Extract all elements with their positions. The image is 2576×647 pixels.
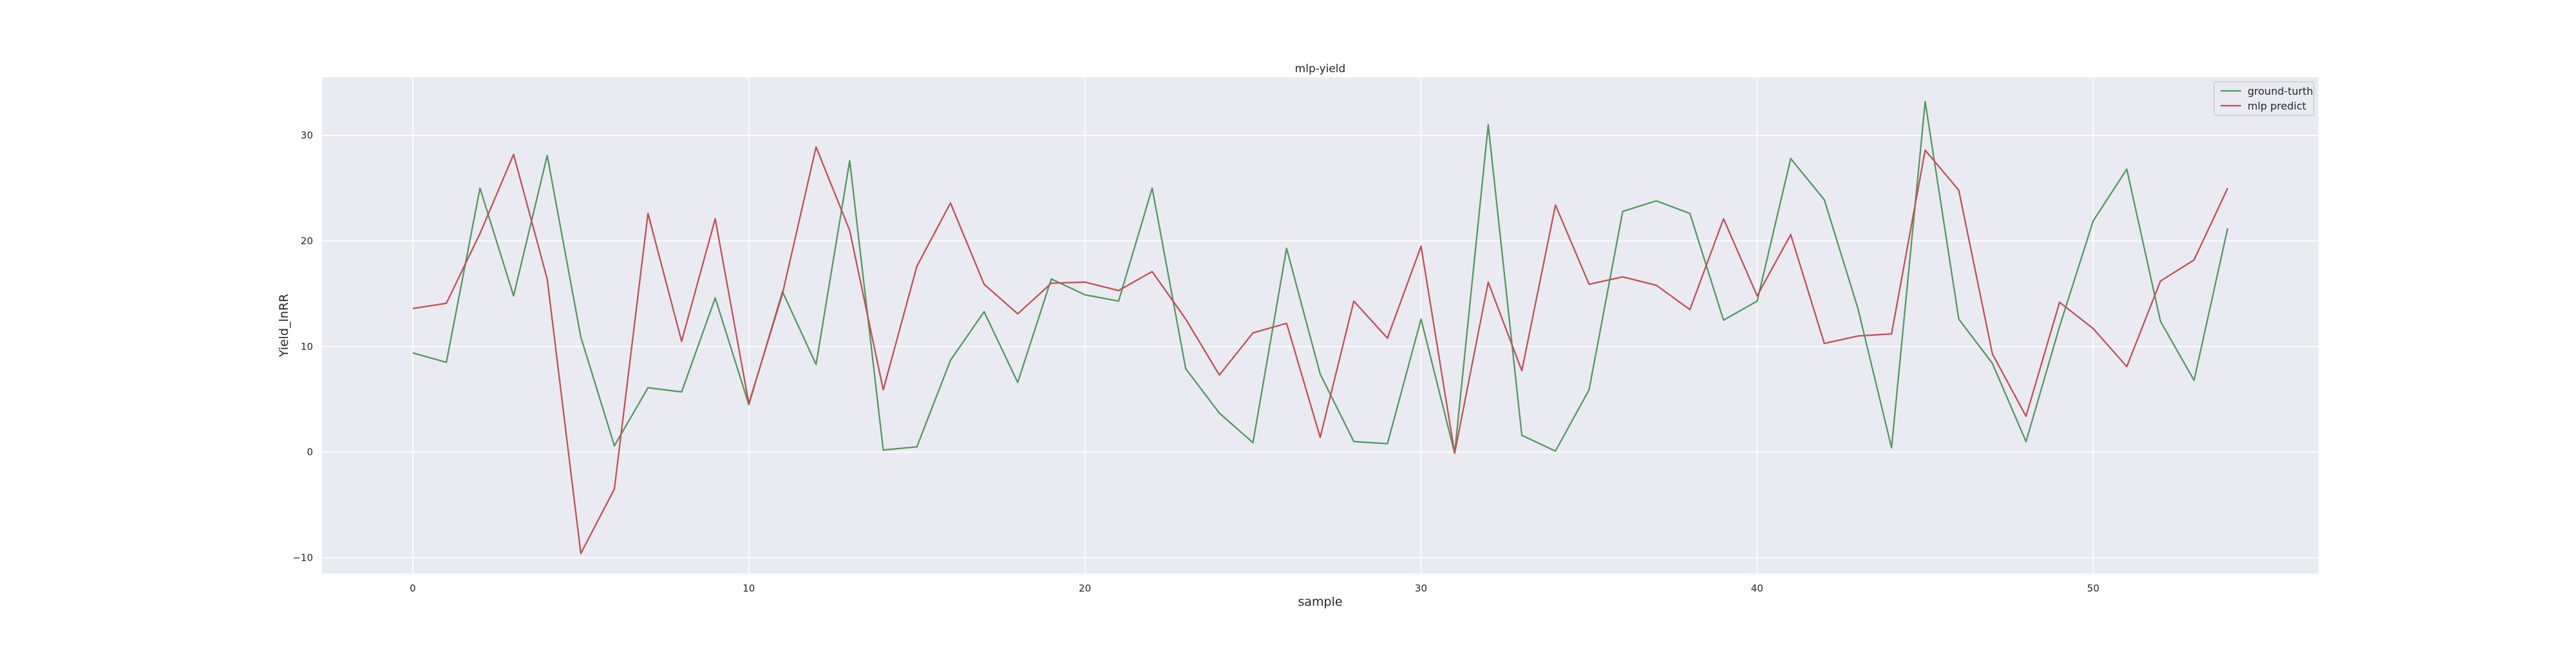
y-axis-label: Yield_lnRR	[277, 294, 291, 358]
x-axis-label: sample	[1298, 595, 1342, 609]
y-tick-label: −10	[292, 552, 313, 563]
y-tick-label: 10	[301, 341, 313, 352]
series-line-mlp-predict	[412, 146, 2229, 555]
legend: ground-turth mlp predict	[2213, 81, 2315, 116]
series-line-ground-turth	[412, 101, 2229, 454]
x-tick-labels: 0 10 20 30 40 50	[410, 583, 2099, 594]
legend-label-mlp-predict: mlp predict	[2248, 100, 2306, 112]
x-tick-label: 20	[1079, 583, 1091, 594]
series-group	[412, 101, 2229, 555]
chart-title: mlp-yield	[1295, 63, 1346, 75]
y-tick-labels: −10 0 10 20 30	[292, 130, 313, 563]
x-tick-label: 40	[1751, 583, 1763, 594]
y-tick-label: 30	[301, 130, 313, 141]
x-tick-label: 10	[743, 583, 755, 594]
plot-area	[322, 77, 2318, 574]
grid-lines	[322, 77, 2318, 574]
y-tick-label: 20	[301, 235, 313, 247]
legend-label-ground-turth: ground-turth	[2248, 85, 2313, 97]
y-tick-label: 0	[307, 447, 313, 458]
x-tick-label: 30	[1415, 583, 1427, 594]
x-tick-label: 0	[410, 583, 416, 594]
x-tick-label: 50	[2087, 583, 2099, 594]
